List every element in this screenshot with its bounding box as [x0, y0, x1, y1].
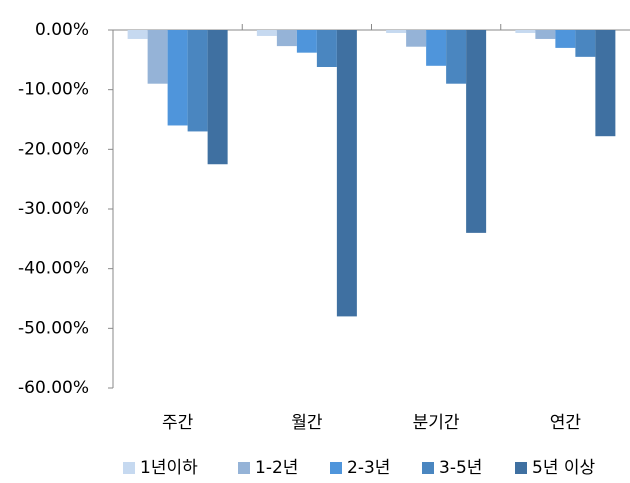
- bar: [426, 30, 447, 66]
- y-tick-label: -30.00%: [18, 199, 89, 219]
- y-tick-label: -60.00%: [18, 378, 89, 398]
- legend-label: 1년이하: [140, 458, 198, 478]
- bar: [386, 30, 407, 33]
- bar: [595, 30, 616, 137]
- legend-swatch: [515, 462, 527, 474]
- bar: [187, 30, 208, 132]
- x-tick-label: 분기간: [413, 413, 460, 433]
- bar: [147, 30, 168, 84]
- bar: [515, 30, 536, 33]
- legend-swatch: [238, 462, 250, 474]
- y-tick-label: 0.00%: [35, 20, 89, 40]
- y-tick-label: -40.00%: [18, 259, 89, 279]
- y-tick-label: -10.00%: [18, 80, 89, 100]
- legend-label: 5년 이상: [532, 458, 595, 478]
- bar: [276, 30, 297, 47]
- x-tick-label: 월간: [291, 413, 323, 433]
- bar: [336, 30, 357, 317]
- bar: [555, 30, 576, 48]
- legend-swatch: [330, 462, 342, 474]
- bar: [316, 30, 337, 67]
- y-tick-label: -20.00%: [18, 139, 89, 159]
- legend-label: 1-2년: [255, 458, 298, 478]
- x-tick-label: 주간: [162, 413, 194, 433]
- bar: [535, 30, 556, 39]
- bar: [406, 30, 427, 47]
- legend-swatch: [123, 462, 135, 474]
- bar: [466, 30, 487, 233]
- legend-swatch: [422, 462, 434, 474]
- bar: [207, 30, 228, 165]
- bar: [167, 30, 188, 126]
- bar: [127, 30, 148, 39]
- legend-label: 3-5년: [439, 458, 482, 478]
- bar: [296, 30, 317, 53]
- bar: [446, 30, 467, 84]
- bar: [575, 30, 596, 57]
- legend-label: 2-3년: [347, 458, 390, 478]
- y-tick-label: -50.00%: [18, 318, 89, 338]
- bar: [256, 30, 277, 36]
- x-tick-label: 연간: [550, 413, 582, 433]
